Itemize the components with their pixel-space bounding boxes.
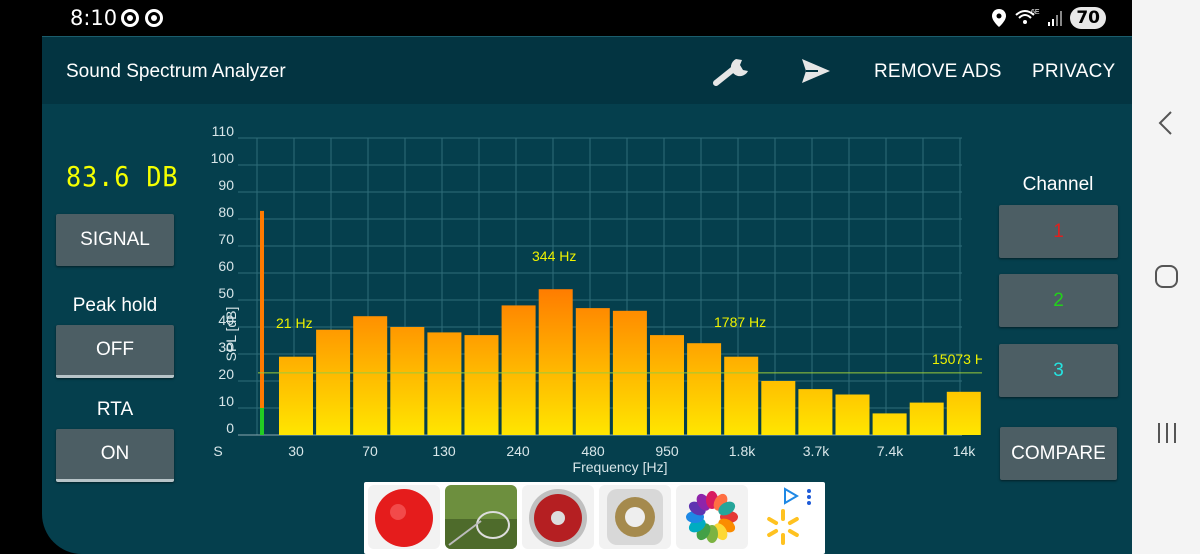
clock: 8:10 <box>70 6 118 30</box>
toolbar: Sound Spectrum Analyzer REMOVE ADS PRIVA… <box>42 36 1132 104</box>
home-icon[interactable] <box>1154 264 1180 290</box>
x-tick-label: 240 <box>506 443 530 459</box>
level-meter-bar <box>260 210 264 408</box>
x-tick-label: 7.4k <box>877 443 904 459</box>
network-badge: 6E <box>1031 9 1040 16</box>
peak-hold-toggle[interactable]: OFF <box>56 325 174 378</box>
battery-indicator: 70 <box>1070 7 1106 29</box>
app-title: Sound Spectrum Analyzer <box>66 61 286 82</box>
x-tick-label: 30 <box>288 443 304 459</box>
y-tick-label: 40 <box>218 312 234 328</box>
signal-icon <box>1048 11 1063 26</box>
peak-annotation: 21 Hz <box>276 315 313 331</box>
spectrum-chart: 0 10 20 30 40 50 60 70 80 90 100 110 21 Hz 344 Hz 1787… <box>182 116 1002 476</box>
compare-button[interactable]: COMPARE <box>1000 427 1117 480</box>
spectrum-bar <box>650 335 684 435</box>
y-tick-label: 60 <box>218 258 234 274</box>
level-readout: 83.6 DB <box>66 160 179 193</box>
y-tick-label: 50 <box>218 285 234 301</box>
channel-3-label: 3 <box>1053 359 1064 381</box>
x-tick-label: S <box>213 443 222 459</box>
app-window: Sound Spectrum Analyzer REMOVE ADS PRIVA… <box>42 36 1132 554</box>
channel-1-label: 1 <box>1053 220 1064 242</box>
y-tick-label: 70 <box>218 231 234 247</box>
spectrum-bar <box>279 356 313 435</box>
x-tick-label: 70 <box>362 443 378 459</box>
walmart-logo-ad[interactable] <box>753 485 825 549</box>
spectrum-bar <box>835 394 870 435</box>
peak-annotation: 1787 Hz <box>714 314 766 330</box>
spectrum-bar <box>946 391 981 435</box>
channel-2-label: 2 <box>1053 289 1064 311</box>
spectrum-bar <box>909 402 944 435</box>
wifi-icon: 6E <box>1015 9 1040 24</box>
level-meter-bar <box>260 408 264 435</box>
spectrum-bar <box>427 332 462 435</box>
notification-icon <box>121 9 139 27</box>
y-tick-label: 0 <box>226 420 234 436</box>
rta-label: RTA <box>96 399 134 420</box>
signal-button[interactable]: SIGNAL <box>56 214 174 266</box>
spectrum-bar <box>316 329 351 435</box>
spectrum-bar <box>687 343 722 435</box>
x-tick-label: 14k <box>953 443 977 459</box>
recents-icon[interactable] <box>1156 420 1178 446</box>
color-wheel-ad[interactable] <box>676 485 748 549</box>
red-ball-ad[interactable] <box>368 485 440 549</box>
y-axis-label: SPL [dB] <box>223 307 239 362</box>
gold-ring-ad[interactable] <box>599 485 671 549</box>
spectrum-bar <box>724 356 759 435</box>
back-icon[interactable] <box>1156 110 1176 136</box>
spectrum-bar <box>798 389 833 435</box>
x-tick-label: 480 <box>581 443 605 459</box>
location-icon <box>992 9 1007 27</box>
red-disc-ad[interactable] <box>522 485 594 549</box>
notification-icon <box>145 9 163 27</box>
navigation-bar <box>1132 0 1200 554</box>
wheel-petal <box>718 501 736 516</box>
wrench-icon[interactable] <box>710 55 756 87</box>
y-tick-label: 80 <box>218 204 234 220</box>
channel-2-button[interactable]: 2 <box>999 274 1118 327</box>
send-icon[interactable] <box>800 57 832 85</box>
net-ad[interactable] <box>445 485 517 549</box>
rta-toggle[interactable]: ON <box>56 429 174 482</box>
spectrum-bar <box>501 305 536 435</box>
x-tick-label: 1.8k <box>729 443 756 459</box>
y-tick-label: 100 <box>211 150 235 166</box>
spectrum-bar <box>390 327 425 435</box>
spectrum-bar <box>575 308 610 435</box>
x-tick-label: 950 <box>655 443 679 459</box>
spectrum-bar <box>538 289 573 435</box>
y-tick-label: 110 <box>212 123 235 139</box>
spectrum-chart-svg: 0 10 20 30 40 50 60 70 80 90 100 110 21 Hz 344 Hz 1787… <box>211 123 1002 475</box>
y-tick-label: 90 <box>218 177 234 193</box>
privacy-button[interactable]: PRIVACY <box>1032 61 1116 82</box>
channel-1-button[interactable]: 1 <box>999 205 1118 258</box>
spectrum-bar <box>761 381 796 435</box>
y-tick-label: 30 <box>218 339 234 355</box>
spectrum-bar <box>872 413 907 435</box>
peak-annotation: 15073 Hz <box>932 351 982 367</box>
status-bar: 8:10 6E 70 <box>0 0 1132 36</box>
spectrum-bar <box>353 316 388 435</box>
x-tick-label: 3.7k <box>803 443 830 459</box>
remove-ads-button[interactable]: REMOVE ADS <box>874 61 1002 82</box>
spectrum-bar <box>464 335 499 435</box>
ad-banner[interactable] <box>364 482 825 554</box>
x-axis-label: Frequency [Hz] <box>573 459 668 475</box>
y-tick-label: 10 <box>218 393 234 409</box>
x-tick-label: 130 <box>432 443 456 459</box>
peak-hold-label: Peak hold <box>72 295 158 316</box>
channel-label: Channel <box>1022 174 1094 195</box>
y-tick-label: 20 <box>218 366 234 382</box>
peak-annotation: 344 Hz <box>532 248 576 264</box>
channel-3-button[interactable]: 3 <box>999 344 1118 397</box>
wheel-center <box>704 509 720 525</box>
